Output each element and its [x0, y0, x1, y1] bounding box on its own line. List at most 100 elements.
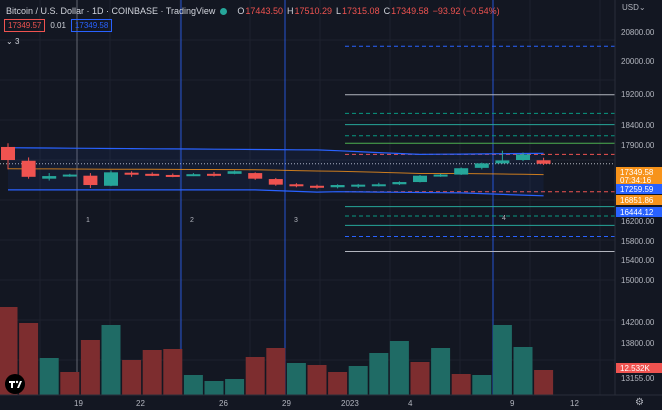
price-tick-label: 13155.00 [621, 374, 655, 383]
candle-body [289, 184, 304, 187]
band-lower-line [8, 189, 544, 197]
high-key: H [286, 6, 294, 16]
sell-button[interactable]: 17349.57 [4, 19, 46, 32]
volume-bar [431, 348, 451, 395]
price-axis: 20800.00 20000.00 19200.00 18400.00 17900.00… [614, 0, 662, 395]
chevron-down-icon: ⌄ [638, 3, 646, 12]
low-key: L [336, 6, 342, 16]
volume-bar [389, 341, 409, 395]
price-tag-label: 07:34:16 [620, 176, 652, 185]
event-marker-label: 2 [190, 217, 194, 224]
price-tick-label: 15000.00 [621, 276, 655, 285]
market-status-dot [220, 7, 228, 15]
buy-button[interactable]: 17349.58 [70, 19, 113, 32]
volume-bar [142, 350, 162, 395]
low-value: 17315.08 [342, 6, 380, 16]
candle-body [433, 174, 448, 177]
candle-body [392, 182, 407, 185]
candle-body [83, 175, 98, 186]
currency-menu[interactable]: USD⌄ [622, 3, 646, 12]
change-value: −93.92 (−0.54%) [432, 6, 500, 16]
volume-bar [80, 340, 100, 395]
open-key: O [237, 6, 245, 16]
volume-bar [410, 362, 430, 395]
time-tick-label: 19 [74, 399, 83, 408]
volume-bar [472, 375, 492, 395]
close-value: 17349.58 [391, 6, 429, 16]
tradingview-logo-icon [5, 374, 25, 394]
volume-bar [328, 372, 348, 395]
volume-bar [286, 363, 306, 395]
time-tick-label: 22 [136, 399, 145, 408]
volume-bar [163, 349, 183, 395]
price-tick-label: 19200.00 [621, 90, 655, 99]
volume-bar [266, 348, 286, 395]
price-tick-label: 20000.00 [621, 57, 655, 66]
candle-body [124, 172, 139, 175]
currency-label: USD [622, 3, 639, 12]
price-tag-bg [616, 363, 662, 373]
price-tag-label: 16444.12 [620, 208, 654, 217]
time-tick-label: 29 [282, 399, 291, 408]
volume-bar [39, 358, 59, 395]
volume-bar [122, 360, 142, 395]
event-marker-label: 1 [86, 217, 90, 224]
candle-body [248, 173, 263, 179]
candle-body [42, 176, 57, 179]
candle-body [21, 160, 36, 177]
candle-body [516, 154, 530, 161]
price-tag-bg [616, 175, 662, 185]
candle-body [1, 146, 15, 161]
volume-bar [19, 323, 39, 395]
volume-bar [348, 366, 368, 395]
volume-bar [204, 381, 224, 395]
time-tick-label: 9 [510, 399, 515, 408]
gear-icon[interactable]: ⚙ [635, 397, 644, 408]
price-tick-label: 18400.00 [621, 121, 655, 130]
chevron-down-icon: ⌄ [6, 37, 15, 46]
candle-body [310, 185, 324, 188]
candle-body [413, 175, 427, 183]
spread-value: 0.01 [50, 21, 66, 30]
volume-bar [369, 353, 389, 395]
candle-body [268, 179, 283, 185]
time-tick-label: 4 [408, 399, 413, 408]
event-marker-label: 4 [502, 215, 506, 222]
time-axis: 19 22 26 29 2023 4 9 12 [0, 394, 662, 408]
volume-bar [60, 372, 80, 395]
price-tick-label: 15400.00 [621, 256, 655, 265]
volume-bar [101, 325, 121, 395]
symbol-title: Bitcoin / U.S. Dollar · 1D · COINBASE · … [6, 6, 216, 16]
volume-bar [451, 374, 471, 395]
close-key: C [383, 6, 391, 16]
candle-body [536, 160, 551, 164]
grid [0, 0, 615, 395]
candle-body [104, 172, 118, 186]
event-marker-label: 3 [294, 217, 298, 224]
candle-body [186, 174, 201, 177]
price-tick-label: 13800.00 [621, 339, 655, 348]
price-tick-label: 15800.00 [621, 237, 655, 246]
symbol-legend: Bitcoin / U.S. Dollar · 1D · COINBASE · … [6, 4, 500, 18]
candle-body [495, 160, 510, 164]
candle-body [371, 184, 386, 187]
candle-body [351, 184, 366, 187]
indicators-toggle[interactable]: ⌄ 3 [6, 37, 19, 46]
price-tick-label: 16200.00 [621, 217, 655, 226]
time-tick-label: 2023 [341, 399, 359, 408]
price-tag-label: 17259.59 [620, 185, 654, 194]
price-tag-bg [616, 167, 662, 177]
volume-bar [225, 379, 245, 395]
price-tag-label: 12.532K [620, 364, 650, 373]
volume-bar [534, 370, 554, 395]
price-tag-bg [616, 207, 662, 217]
price-tick-label: 20800.00 [621, 28, 655, 37]
volume-bar [492, 325, 512, 395]
price-tag-label: 17349.58 [620, 168, 654, 177]
candle-body [145, 173, 160, 176]
volume-bar [307, 365, 327, 395]
price-tag-label: 16851.86 [620, 196, 654, 205]
price-tick-label: 14200.00 [621, 318, 655, 327]
